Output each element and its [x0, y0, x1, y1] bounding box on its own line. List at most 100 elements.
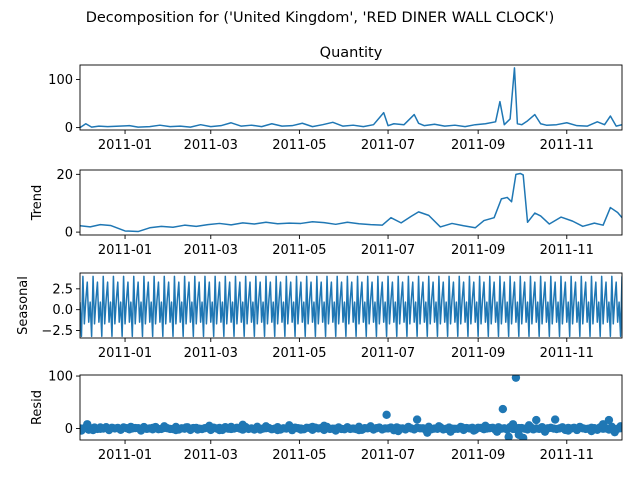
quantity-plot-area: [80, 67, 622, 129]
resid-point: [83, 420, 92, 429]
resid-xtick-label: 2011-05: [272, 448, 326, 463]
resid-point: [481, 421, 490, 431]
resid-point: [412, 415, 422, 424]
quantity-xtick-label: 2011-11: [540, 138, 594, 153]
seasonal-xtick-label: 2011-11: [540, 346, 594, 361]
resid-point: [610, 427, 619, 437]
resid-subplot: 0 100 2011-01 2011-03 2011-05 2011-07 2011-09 2…: [30, 370, 623, 463]
quantity-xtick-label: 2011-05: [272, 138, 326, 153]
resid-point: [261, 422, 271, 431]
trend-subplot: 0 20 2011-01 2011-03 2011-05 2011-07 2011-09 20…: [30, 168, 623, 258]
trend-xtick-label: 2011-01: [98, 243, 152, 258]
trend-series-line: [80, 172, 622, 233]
resid-point: [171, 425, 181, 435]
resid-ytick-label: 0: [65, 422, 73, 437]
trend-xtick-label: 2011-09: [451, 243, 505, 258]
resid-ylabel: Resid: [30, 390, 45, 425]
seasonal-xtick-label: 2011-01: [98, 346, 152, 361]
trend-plot-area: [80, 172, 622, 233]
seasonal-series-line: [80, 275, 622, 338]
trend-ytick-label: 20: [56, 168, 73, 183]
quantity-ytick-label: 100: [48, 73, 73, 88]
trend-xtick-label: 2011-05: [272, 243, 326, 258]
resid-point: [215, 425, 224, 435]
resid-point: [382, 410, 391, 420]
resid-point: [469, 426, 478, 435]
resid-point: [181, 423, 191, 432]
seasonal-xtick-label: 2011-09: [451, 346, 505, 361]
resid-point: [285, 421, 294, 430]
resid-point: [126, 422, 136, 432]
quantity-xtick-label: 2011-07: [361, 138, 415, 153]
resid-point: [319, 421, 329, 431]
resid-point: [457, 423, 467, 432]
resid-point: [492, 427, 502, 436]
resid-point: [498, 404, 508, 414]
resid-point: [511, 375, 521, 382]
quantity-series-line: [80, 67, 622, 129]
seasonal-axes-frame: [79, 272, 623, 339]
quantity-ytick-label: 0: [65, 121, 73, 136]
resid-point: [136, 426, 146, 435]
resid-point: [80, 426, 86, 435]
quantity-subplot: 0 100 2011-01 2011-03 2011-05 2011-07 2011-09 2…: [48, 45, 623, 153]
resid-point: [160, 422, 169, 431]
resid-point: [524, 421, 534, 430]
resid-xtick-label: 2011-03: [184, 448, 238, 463]
quantity-xtick-label: 2011-01: [98, 138, 152, 153]
resid-point: [331, 426, 340, 435]
resid-point: [504, 432, 513, 440]
resid-point: [238, 420, 247, 429]
resid-point: [308, 422, 317, 432]
quantity-xtick-label: 2011-09: [451, 138, 505, 153]
seasonal-ylabel: Seasonal: [16, 276, 31, 335]
resid-point: [564, 426, 573, 435]
resid-point: [446, 427, 455, 436]
trend-xtick-label: 2011-03: [184, 243, 238, 258]
seasonal-xtick-label: 2011-03: [184, 346, 238, 361]
seasonal-xtick-label: 2011-07: [361, 346, 415, 361]
resid-point: [273, 425, 282, 435]
resid-ytick-label: 100: [48, 370, 73, 385]
resid-point: [598, 420, 608, 429]
trend-xtick-label: 2011-11: [540, 243, 594, 258]
figure-suptitle: Decomposition for ('United Kingdom', 'RE…: [86, 10, 555, 26]
resid-point: [434, 422, 444, 431]
resid-point: [508, 420, 518, 429]
resid-point: [575, 422, 585, 432]
trend-xtick-label: 2011-07: [361, 243, 415, 258]
resid-xtick-label: 2011-07: [361, 448, 415, 463]
resid-plot-area: [80, 375, 622, 440]
quantity-axes-frame: [79, 64, 623, 131]
quantity-xtick-label: 2011-03: [184, 138, 238, 153]
resid-point: [205, 421, 214, 431]
resid-point: [148, 423, 157, 433]
resid-point: [104, 425, 114, 434]
resid-point: [296, 425, 306, 434]
resid-point: [423, 428, 432, 437]
seasonal-subplot: −2.5 0.0 2.5 2011-01 2011-03 2011-05 2011-07 20…: [16, 272, 623, 361]
trend-axes-frame: [79, 169, 623, 236]
quantity-title: Quantity: [320, 45, 383, 61]
resid-point: [343, 423, 352, 432]
resid-point: [532, 415, 541, 425]
seasonal-plot-area: [80, 275, 622, 338]
resid-point: [96, 423, 105, 432]
resid-point: [518, 433, 528, 440]
resid-point: [404, 422, 413, 432]
resid-point: [88, 425, 98, 435]
resid-point: [366, 422, 375, 431]
resid-point: [587, 426, 596, 436]
resid-point: [616, 422, 622, 431]
resid-point: [550, 415, 560, 424]
seasonal-xtick-label: 2011-05: [272, 346, 326, 361]
resid-axes-frame: [79, 374, 623, 441]
trend-ytick-label: 0: [65, 226, 73, 241]
resid-point: [540, 427, 550, 436]
resid-point: [250, 425, 259, 434]
resid-xtick-label: 2011-01: [98, 448, 152, 463]
trend-ylabel: Trend: [30, 185, 45, 222]
resid-point: [193, 425, 202, 434]
seasonal-ytick-label: −2.5: [41, 324, 73, 339]
